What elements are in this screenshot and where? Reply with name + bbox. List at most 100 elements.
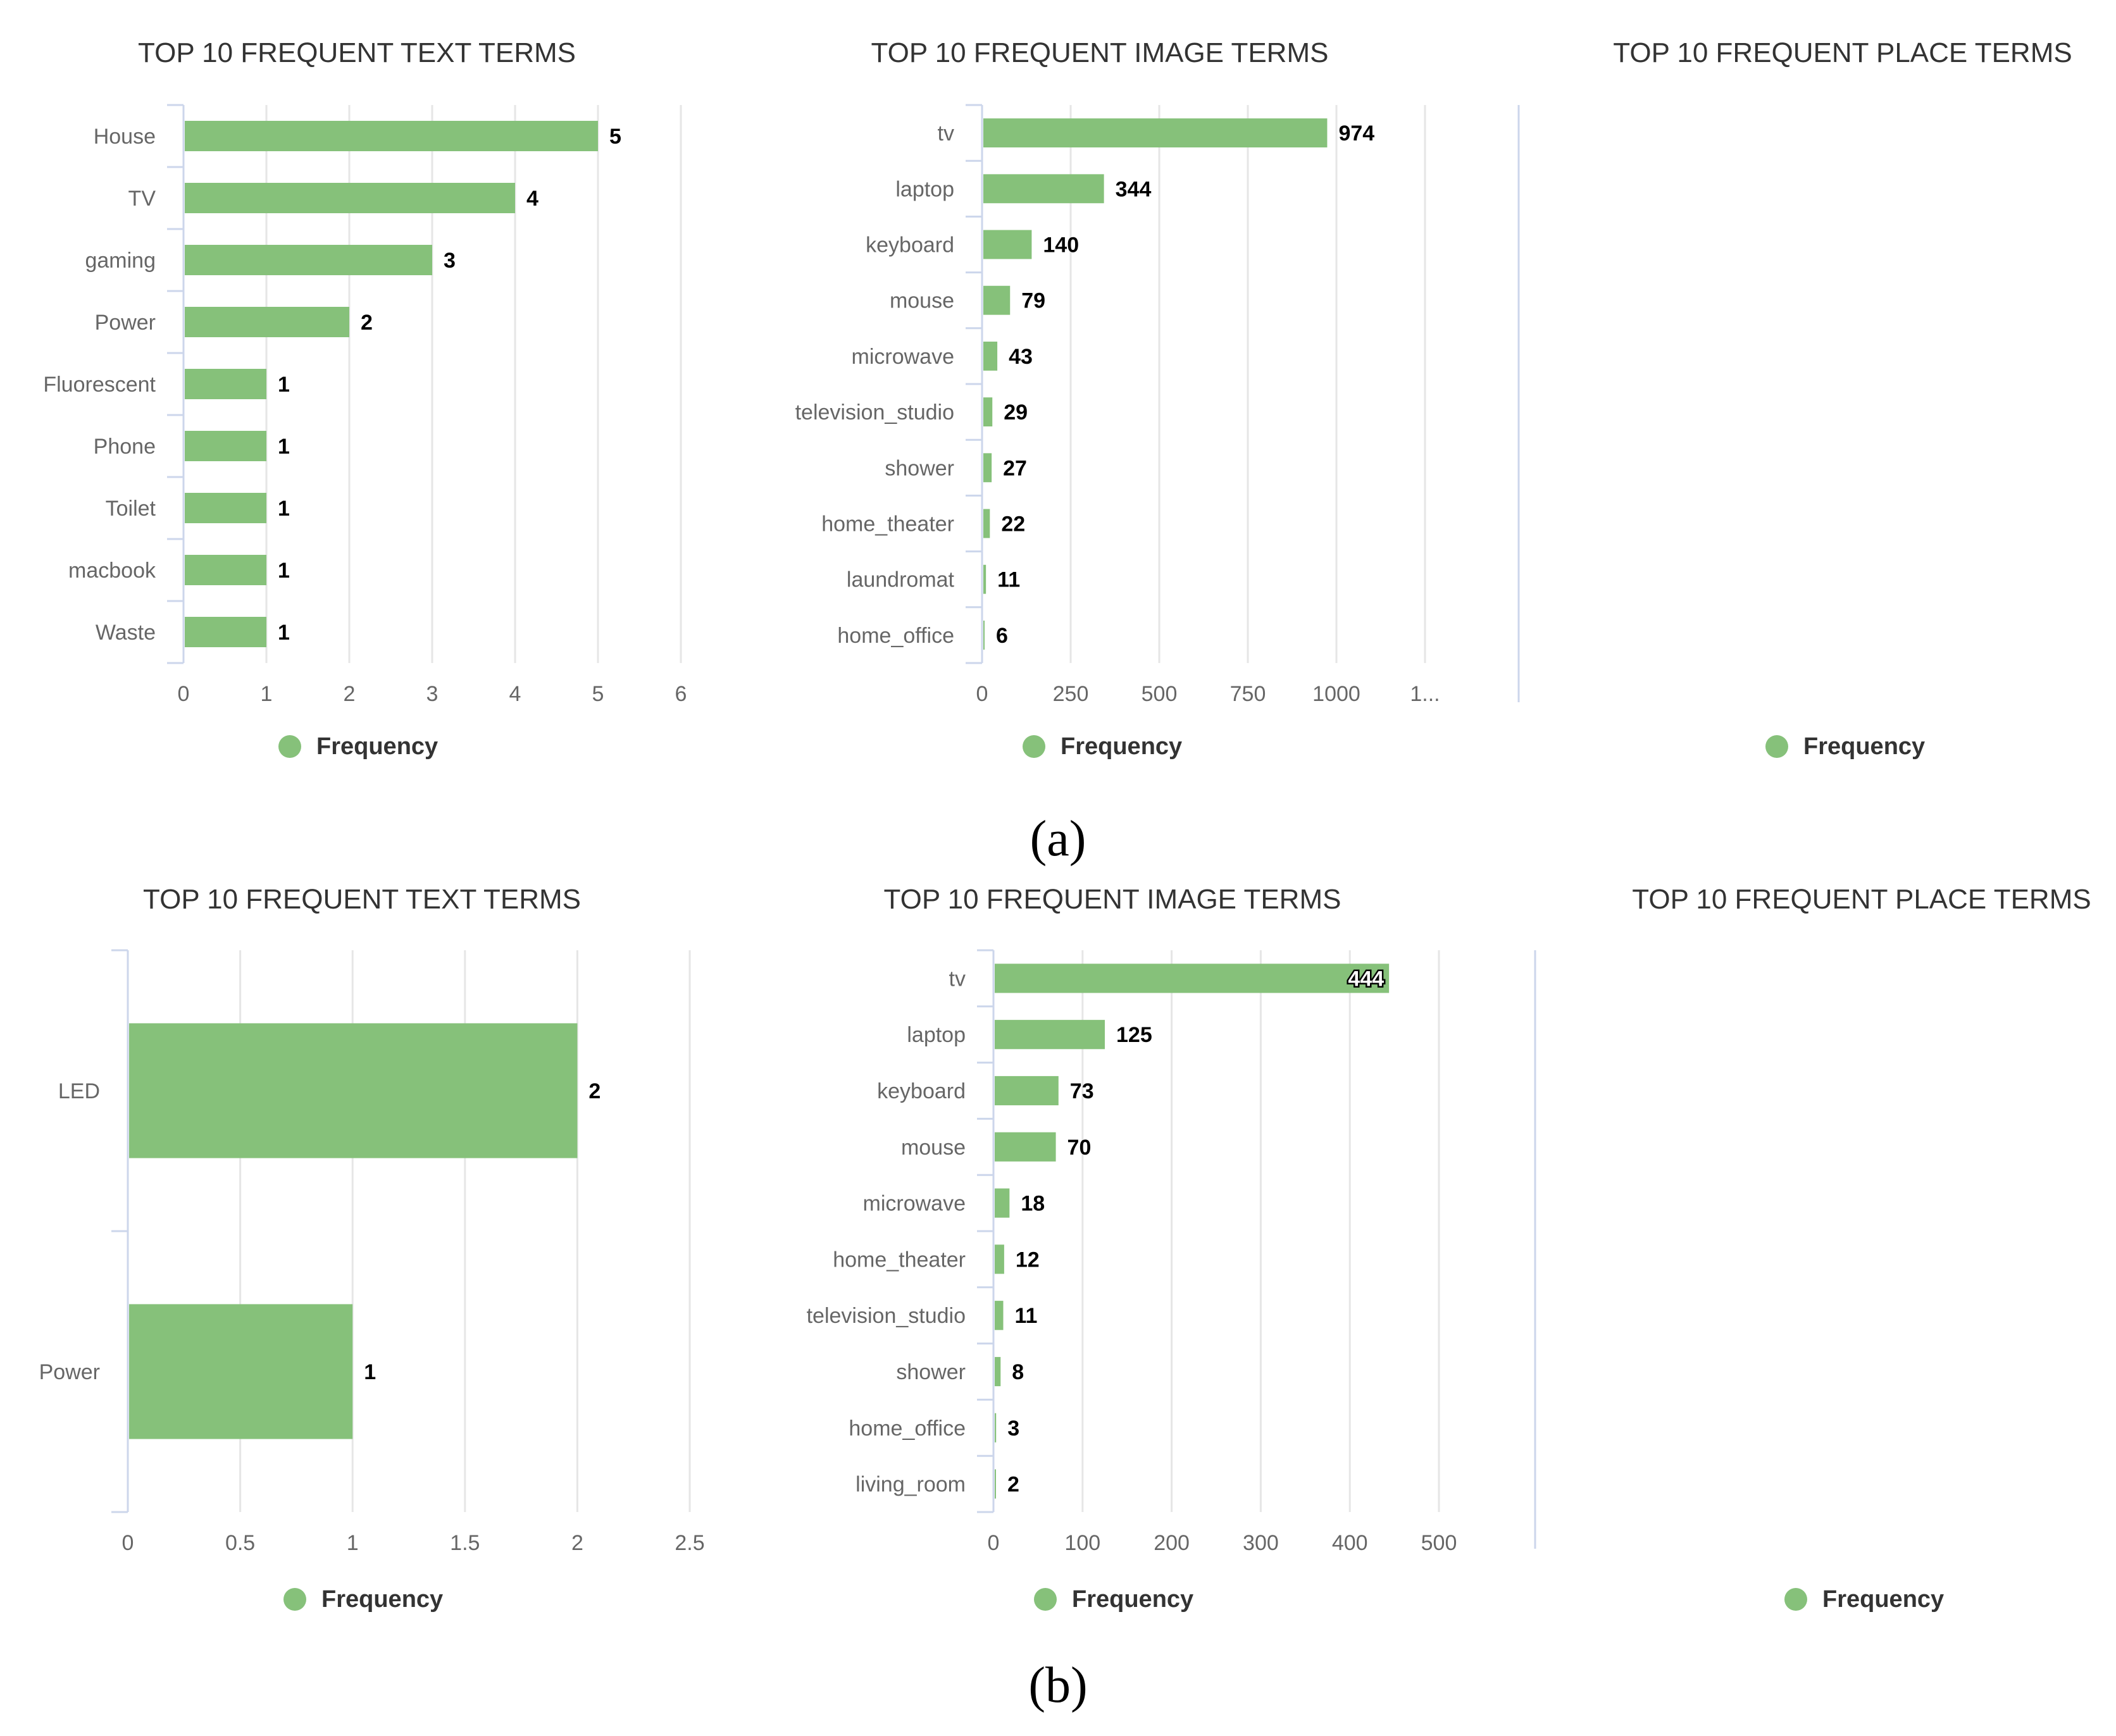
data-label: 2 (588, 1079, 601, 1103)
data-label: 8 (1012, 1360, 1024, 1384)
x-tick-label: 1... (1410, 682, 1440, 706)
x-tick-label: 500 (1421, 1531, 1457, 1555)
category-label: home_office (849, 1417, 966, 1441)
chart-title: TOP 10 FREQUENT PLACE TERMS (1632, 884, 2091, 915)
legend[interactable]: Frequency (1023, 733, 1182, 760)
data-label: 1 (278, 621, 290, 645)
legend-label: Frequency (316, 733, 438, 760)
data-label: 974 (1338, 121, 1374, 146)
bar (185, 555, 266, 585)
legend-label: Frequency (321, 1586, 443, 1613)
legend-marker[interactable] (283, 1588, 306, 1611)
category-label: laundromat (847, 568, 955, 592)
x-tick-label: 100 (1064, 1531, 1100, 1555)
x-tick-label: 750 (1230, 682, 1266, 706)
bar (995, 1469, 996, 1499)
category-label: laptop (907, 1023, 966, 1047)
chart-1: TOP 10 FREQUENT TEXT TERMS 0 1 2 3 4 5 6 House 5 T… (43, 37, 687, 760)
x-tick-label: 1000 (1312, 682, 1360, 706)
x-tick-label: 2 (571, 1531, 583, 1555)
x-tick-label: 200 (1154, 1531, 1190, 1555)
data-label: 1 (278, 497, 290, 521)
x-tick-label: 250 (1053, 682, 1089, 706)
category-label: Power (39, 1360, 100, 1384)
legend-marker[interactable] (1023, 735, 1045, 758)
data-label: 2 (361, 311, 373, 335)
bar (185, 369, 266, 399)
data-label: 70 (1067, 1136, 1092, 1160)
data-label: 11 (1014, 1304, 1037, 1328)
bar (995, 1413, 997, 1442)
legend-label: Frequency (1061, 733, 1182, 760)
category-label: tv (938, 121, 954, 146)
bar (995, 1188, 1010, 1218)
x-tick-label: 0 (178, 682, 190, 706)
category-label: mouse (901, 1136, 966, 1160)
category-label: microwave (863, 1192, 966, 1216)
data-label: 27 (1003, 456, 1027, 480)
legend-marker[interactable] (1784, 1588, 1807, 1611)
data-label: 140 (1043, 233, 1079, 257)
category-label: laptop (895, 177, 954, 201)
legend-label: Frequency (1072, 1586, 1193, 1613)
data-label: 29 (1004, 400, 1028, 425)
x-tick-label: 2.5 (675, 1531, 704, 1555)
bar (983, 174, 1104, 204)
bar (185, 245, 432, 275)
bar (983, 285, 1011, 315)
category-label: keyboard (866, 233, 954, 257)
bar (995, 1301, 1004, 1330)
chart-title: TOP 10 FREQUENT TEXT TERMS (143, 884, 581, 915)
bar (185, 493, 266, 523)
data-label: 444 (1348, 967, 1384, 991)
legend-marker[interactable] (1765, 735, 1788, 758)
x-tick-label: 2 (344, 682, 356, 706)
data-label: 18 (1021, 1192, 1045, 1216)
data-label: 125 (1116, 1023, 1152, 1047)
bar (995, 1020, 1105, 1050)
bar (129, 1023, 578, 1158)
bar (995, 1132, 1056, 1162)
bar (983, 341, 998, 371)
category-label: Waste (96, 621, 156, 645)
x-tick-label: 500 (1142, 682, 1178, 706)
x-tick-label: 1 (261, 682, 273, 706)
bar (995, 1244, 1004, 1274)
bar (185, 617, 266, 647)
bar (995, 1076, 1059, 1106)
legend[interactable]: Frequency (278, 733, 438, 760)
category-label: mouse (890, 289, 954, 313)
data-label: 1 (364, 1360, 376, 1384)
bar (983, 620, 985, 650)
bar (185, 183, 515, 213)
category-label: home_office (837, 624, 954, 648)
caption-b: (b) (1028, 1658, 1087, 1713)
legend[interactable]: Frequency (1034, 1586, 1193, 1613)
category-label: Phone (94, 435, 156, 459)
category-label: LED (58, 1079, 100, 1103)
category-label: gaming (85, 249, 156, 273)
legend-marker[interactable] (1034, 1588, 1057, 1611)
chart-2: TOP 10 FREQUENT IMAGE TERMS 0 250 500 750 100… (795, 37, 1440, 760)
data-label: 4 (526, 187, 538, 211)
legend-marker[interactable] (278, 735, 301, 758)
x-tick-label: 0 (976, 682, 988, 706)
bar (983, 453, 992, 483)
bar (983, 509, 990, 538)
x-tick-label: 3 (426, 682, 439, 706)
x-tick-label: 300 (1243, 1531, 1279, 1555)
category-label: Toilet (106, 497, 156, 521)
legend[interactable]: Frequency (1784, 1586, 1944, 1613)
legend[interactable]: Frequency (1765, 733, 1925, 760)
chart-title: TOP 10 FREQUENT IMAGE TERMS (884, 884, 1341, 915)
legend[interactable]: Frequency (283, 1586, 443, 1613)
x-tick-label: 0.5 (225, 1531, 255, 1555)
data-label: 12 (1016, 1248, 1040, 1272)
legend-label: Frequency (1803, 733, 1925, 760)
x-tick-label: 1.5 (450, 1531, 480, 1555)
bar (995, 964, 1390, 993)
data-label: 79 (1021, 289, 1045, 313)
data-label: 22 (1001, 512, 1025, 536)
x-tick-label: 4 (509, 682, 521, 706)
